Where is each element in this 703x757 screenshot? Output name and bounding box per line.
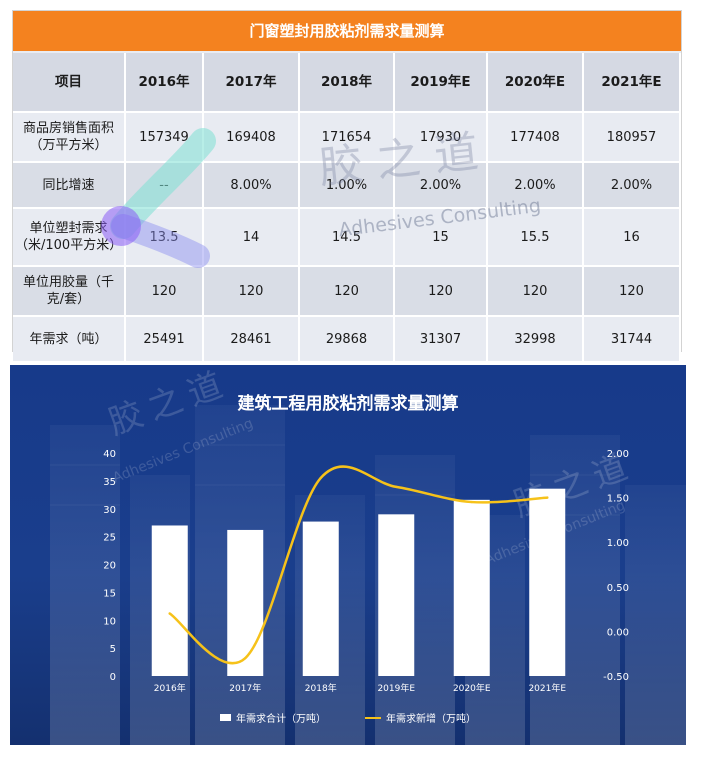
x-tick-label: 2020年E	[453, 682, 491, 694]
series-line	[168, 465, 549, 665]
table-cell: 15.5	[488, 209, 584, 267]
table-cell: 8.00%	[204, 163, 300, 209]
data-table: 项目 2016年 2017年 2018年 2019年E 2020年E 2021年…	[13, 53, 681, 363]
y-left-tick-label: 25	[103, 533, 116, 544]
table-row: 单位用胶量（千克/套） 120 120 120 120 120 120	[13, 267, 681, 317]
x-tick-label: 2017年	[229, 682, 261, 694]
table-cell: 13.5	[126, 209, 204, 267]
table-cell: 171654	[300, 113, 395, 163]
table-header-row: 项目 2016年 2017年 2018年 2019年E 2020年E 2021年…	[13, 53, 681, 113]
line-point	[395, 485, 398, 489]
table-cell: 2.00%	[584, 163, 681, 209]
table-cell: 31307	[395, 317, 488, 363]
table-cell: 120	[395, 267, 488, 317]
legend-item-bar: 年需求合计（万吨）	[220, 710, 326, 725]
y-right-tick-label: 1.00	[607, 538, 629, 549]
x-tick-label: 2018年	[305, 682, 337, 694]
legend-label-bar: 年需求合计（万吨）	[236, 714, 326, 725]
table-row: 商品房销售面积（万平方米） 157349 169408 171654 17930…	[13, 113, 681, 163]
y-left-tick-label: 40	[103, 449, 116, 460]
table-cell: 31744	[584, 317, 681, 363]
table-row: 年需求（吨） 25491 28461 29868 31307 32998 317…	[13, 317, 681, 363]
table-cell: 169408	[204, 113, 300, 163]
header-cell: 2021年E	[584, 53, 681, 113]
table-cell: 32998	[488, 317, 584, 363]
y-right-tick-label: 2.00	[607, 449, 629, 460]
line-point	[244, 656, 247, 660]
legend-swatch-bar	[220, 714, 231, 721]
row-label: 单位用胶量（千克/套）	[13, 267, 126, 317]
header-cell: 项目	[13, 53, 126, 113]
chart-panel: 胶之道 Adhesives Consulting 胶之道 Adhesives C…	[10, 365, 686, 745]
header-cell: 2019年E	[395, 53, 488, 113]
plot-area: 0 5 10 15 20 25 30 35 40 -0.50 0.00 0.50 1.00 1.50 2.0…	[103, 449, 629, 694]
line-point	[546, 496, 549, 499]
chart-title: 建筑工程用胶粘剂需求量测算	[237, 394, 459, 414]
table-row: 单位塑封需求（米/100平方米） 13.5 14 14.5 15 15.5 16	[13, 209, 681, 267]
bar	[227, 529, 264, 676]
table-cell: 180957	[584, 113, 681, 163]
y-left-tick-label: 0	[110, 672, 116, 683]
row-label: 同比增速	[13, 163, 126, 209]
table-cell: 16	[584, 209, 681, 267]
table-cell: 120	[300, 267, 395, 317]
table-title: 门窗塑封用胶粘剂需求量测算	[13, 11, 681, 51]
legend: 年需求合计（万吨） 年需求新增（万吨）	[10, 707, 686, 727]
table-cell: 25491	[126, 317, 204, 363]
row-label: 商品房销售面积（万平方米）	[13, 113, 126, 163]
row-label: 年需求（吨）	[13, 317, 126, 363]
row-label: 单位塑封需求（米/100平方米）	[13, 209, 126, 267]
header-cell: 2018年	[300, 53, 395, 113]
table-cell: 120	[126, 267, 204, 317]
y-right-tick-label: 1.50	[607, 494, 629, 505]
bar	[151, 525, 188, 676]
table-cell: 14.5	[300, 209, 395, 267]
y-left-tick-label: 15	[103, 588, 116, 599]
y-left-tick-label: 35	[103, 477, 116, 488]
bar	[529, 488, 566, 676]
legend-item-line: 年需求新增（万吨）	[365, 710, 476, 725]
line-point	[319, 476, 322, 480]
header-cell: 2017年	[204, 53, 300, 113]
table-cell: 2.00%	[395, 163, 488, 209]
table-cell: 120	[488, 267, 584, 317]
y-right-tick-label: -0.50	[603, 672, 629, 683]
y-left-tick-label: 10	[103, 616, 116, 627]
y-left-tick-label: 20	[103, 561, 116, 572]
table-cell: 28461	[204, 317, 300, 363]
table-row: 同比增速 -- 8.00% 1.00% 2.00% 2.00% 2.00%	[13, 163, 681, 209]
table-cell: 120	[204, 267, 300, 317]
header-cell: 2020年E	[488, 53, 584, 113]
table-cell: 120	[584, 267, 681, 317]
y-right-tick-label: 0.00	[607, 627, 629, 638]
x-tick-label: 2016年	[154, 682, 186, 694]
table-cell: 14	[204, 209, 300, 267]
table-cell: 157349	[126, 113, 204, 163]
table-cell: 2.00%	[488, 163, 584, 209]
table-cell: 29868	[300, 317, 395, 363]
line-point	[470, 500, 473, 504]
table-cell: 1.00%	[300, 163, 395, 209]
bar	[302, 521, 339, 676]
header-cell: 2016年	[126, 53, 204, 113]
table-cell: 15	[395, 209, 488, 267]
y-right-tick-label: 0.50	[607, 583, 629, 594]
table-panel: 门窗塑封用胶粘剂需求量测算 项目 2016年 2017年 2018年 2019年…	[12, 10, 682, 363]
legend-swatch-line	[365, 716, 381, 719]
table-cell: 177408	[488, 113, 584, 163]
legend-label-line: 年需求新增（万吨）	[386, 714, 476, 725]
table-cell: --	[126, 163, 204, 209]
x-tick-label: 2021年E	[528, 682, 566, 694]
y-left-tick-label: 5	[110, 644, 116, 655]
y-left-tick-label: 30	[103, 505, 116, 516]
table-cell: 17930	[395, 113, 488, 163]
bar	[378, 514, 415, 676]
bar	[453, 499, 490, 676]
line-point	[168, 612, 171, 615]
x-tick-label: 2019年E	[377, 682, 415, 694]
